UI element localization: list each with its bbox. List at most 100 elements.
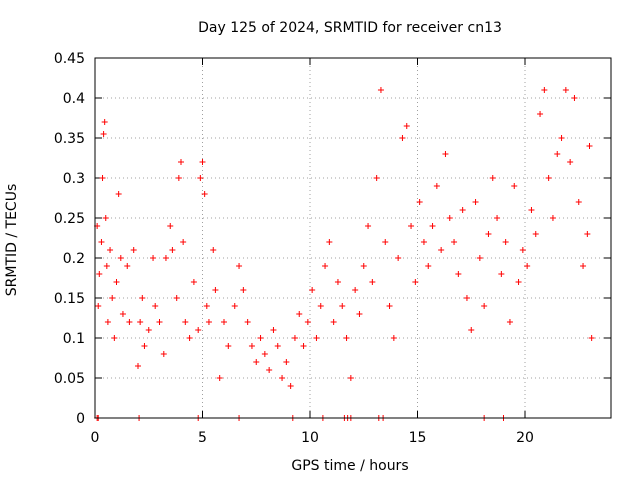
data-point — [408, 223, 415, 229]
data-point — [545, 175, 552, 181]
x-tick-label: 0 — [91, 430, 100, 446]
data-point — [231, 303, 238, 309]
data-point — [390, 335, 397, 341]
data-point — [339, 303, 346, 309]
data-point — [182, 319, 189, 325]
data-point — [126, 319, 133, 325]
data-point — [195, 327, 202, 333]
data-point — [468, 327, 475, 333]
data-point — [173, 295, 180, 301]
data-point — [101, 119, 108, 125]
data-point — [524, 263, 531, 269]
data-point — [167, 223, 174, 229]
data-point — [519, 247, 526, 253]
data-point — [261, 351, 268, 357]
data-point — [554, 151, 561, 157]
y-tick-label: 0.05 — [54, 371, 85, 387]
data-point — [334, 279, 341, 285]
y-tick-label: 0.1 — [63, 331, 85, 347]
grid-layer — [95, 58, 611, 418]
data-point — [586, 143, 593, 149]
data-point — [326, 239, 333, 245]
data-point — [438, 247, 445, 253]
data-point — [399, 135, 406, 141]
data-point — [420, 239, 427, 245]
data-point — [124, 263, 131, 269]
data-point — [178, 159, 184, 165]
data-point — [494, 215, 501, 221]
x-tick-label: 5 — [198, 430, 207, 446]
data-point — [248, 343, 255, 349]
data-point — [99, 175, 106, 181]
data-point — [130, 247, 137, 253]
data-point — [472, 199, 479, 205]
data-point — [511, 183, 518, 189]
data-point — [240, 287, 247, 293]
data-point — [96, 271, 103, 277]
data-point — [150, 255, 157, 261]
data-point — [317, 303, 324, 309]
data-point — [433, 183, 440, 189]
data-point — [451, 239, 458, 245]
data-point — [515, 279, 522, 285]
data-point — [575, 199, 582, 205]
data-point — [199, 159, 206, 165]
data-point — [580, 263, 587, 269]
data-point — [107, 247, 114, 253]
data-point — [537, 111, 544, 117]
data-point — [115, 191, 122, 197]
data-point — [567, 159, 574, 165]
data-point — [266, 367, 273, 373]
x-tick-label: 15 — [409, 430, 427, 446]
plot-frame — [94, 57, 612, 419]
data-point — [135, 363, 141, 369]
data-point — [300, 343, 307, 349]
data-point — [283, 359, 290, 365]
data-point — [373, 175, 380, 181]
data-point — [212, 287, 219, 293]
y-tick-label: 0.2 — [63, 251, 85, 267]
data-point — [270, 327, 277, 333]
data-point — [369, 279, 376, 285]
data-point — [459, 207, 466, 213]
data-point — [296, 311, 303, 317]
y-tick-label: 0.25 — [54, 211, 85, 227]
data-point — [386, 303, 393, 309]
data-point — [119, 311, 126, 317]
y-tick-label: 0 — [76, 411, 85, 427]
y-axis-label: SRMTID / TECUs — [4, 184, 20, 297]
y-tick-label: 0.3 — [63, 171, 85, 187]
x-axis-label: GPS time / hours — [291, 458, 408, 474]
data-point — [313, 335, 320, 341]
data-point — [395, 255, 402, 261]
data-point — [109, 295, 116, 301]
data-point — [225, 343, 232, 349]
data-point — [186, 335, 193, 341]
data-point — [190, 279, 197, 285]
data-point — [180, 239, 187, 245]
data-point — [162, 255, 169, 261]
data-point — [291, 335, 298, 341]
chart-title: Day 125 of 2024, SRMTID for receiver cn1… — [198, 20, 502, 36]
data-point — [98, 239, 105, 245]
data-point — [100, 131, 107, 137]
data-point — [549, 215, 556, 221]
data-point — [356, 311, 363, 317]
data-point — [455, 271, 462, 277]
data-point — [588, 335, 595, 341]
y-tick-label: 0.35 — [54, 131, 85, 147]
data-point — [558, 135, 565, 141]
y-tick-label: 0.45 — [54, 51, 85, 67]
y-tick-label: 0.15 — [54, 291, 85, 307]
data-point — [257, 335, 264, 341]
data-point — [274, 343, 281, 349]
data-point — [309, 287, 316, 293]
data-point — [95, 303, 102, 309]
data-point — [169, 247, 176, 253]
x-tick-label: 20 — [516, 430, 534, 446]
data-point — [412, 279, 419, 285]
data-point — [175, 175, 182, 181]
data-point — [210, 247, 217, 253]
